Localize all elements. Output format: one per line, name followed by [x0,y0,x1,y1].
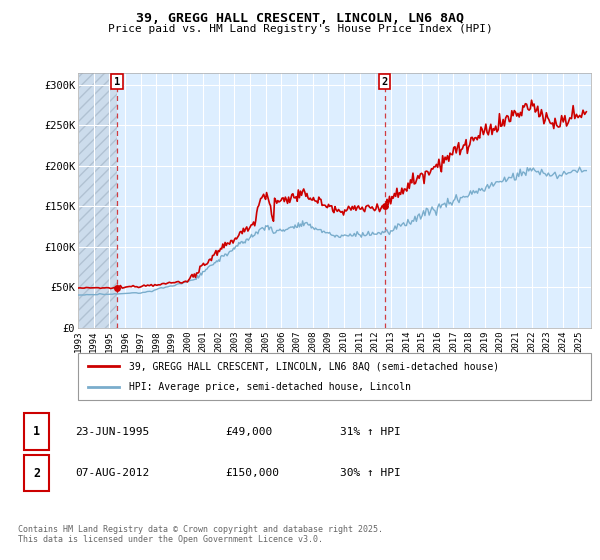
Text: 1: 1 [113,77,120,87]
FancyBboxPatch shape [78,353,591,400]
Text: 31% ↑ HPI: 31% ↑ HPI [340,427,401,437]
Text: £49,000: £49,000 [225,427,272,437]
Text: 39, GREGG HALL CRESCENT, LINCOLN, LN6 8AQ (semi-detached house): 39, GREGG HALL CRESCENT, LINCOLN, LN6 8A… [130,361,499,371]
Text: 2: 2 [33,466,40,479]
Text: 1: 1 [33,425,40,438]
Text: 07-AUG-2012: 07-AUG-2012 [76,468,149,478]
Text: HPI: Average price, semi-detached house, Lincoln: HPI: Average price, semi-detached house,… [130,382,412,392]
Text: Price paid vs. HM Land Registry's House Price Index (HPI): Price paid vs. HM Land Registry's House … [107,24,493,34]
FancyBboxPatch shape [23,455,49,491]
Text: Contains HM Land Registry data © Crown copyright and database right 2025.
This d: Contains HM Land Registry data © Crown c… [18,525,383,544]
Text: 23-JUN-1995: 23-JUN-1995 [76,427,149,437]
Text: £150,000: £150,000 [225,468,279,478]
Text: 30% ↑ HPI: 30% ↑ HPI [340,468,401,478]
FancyBboxPatch shape [23,413,49,450]
Text: 2: 2 [382,77,388,87]
Text: 39, GREGG HALL CRESCENT, LINCOLN, LN6 8AQ: 39, GREGG HALL CRESCENT, LINCOLN, LN6 8A… [136,12,464,25]
